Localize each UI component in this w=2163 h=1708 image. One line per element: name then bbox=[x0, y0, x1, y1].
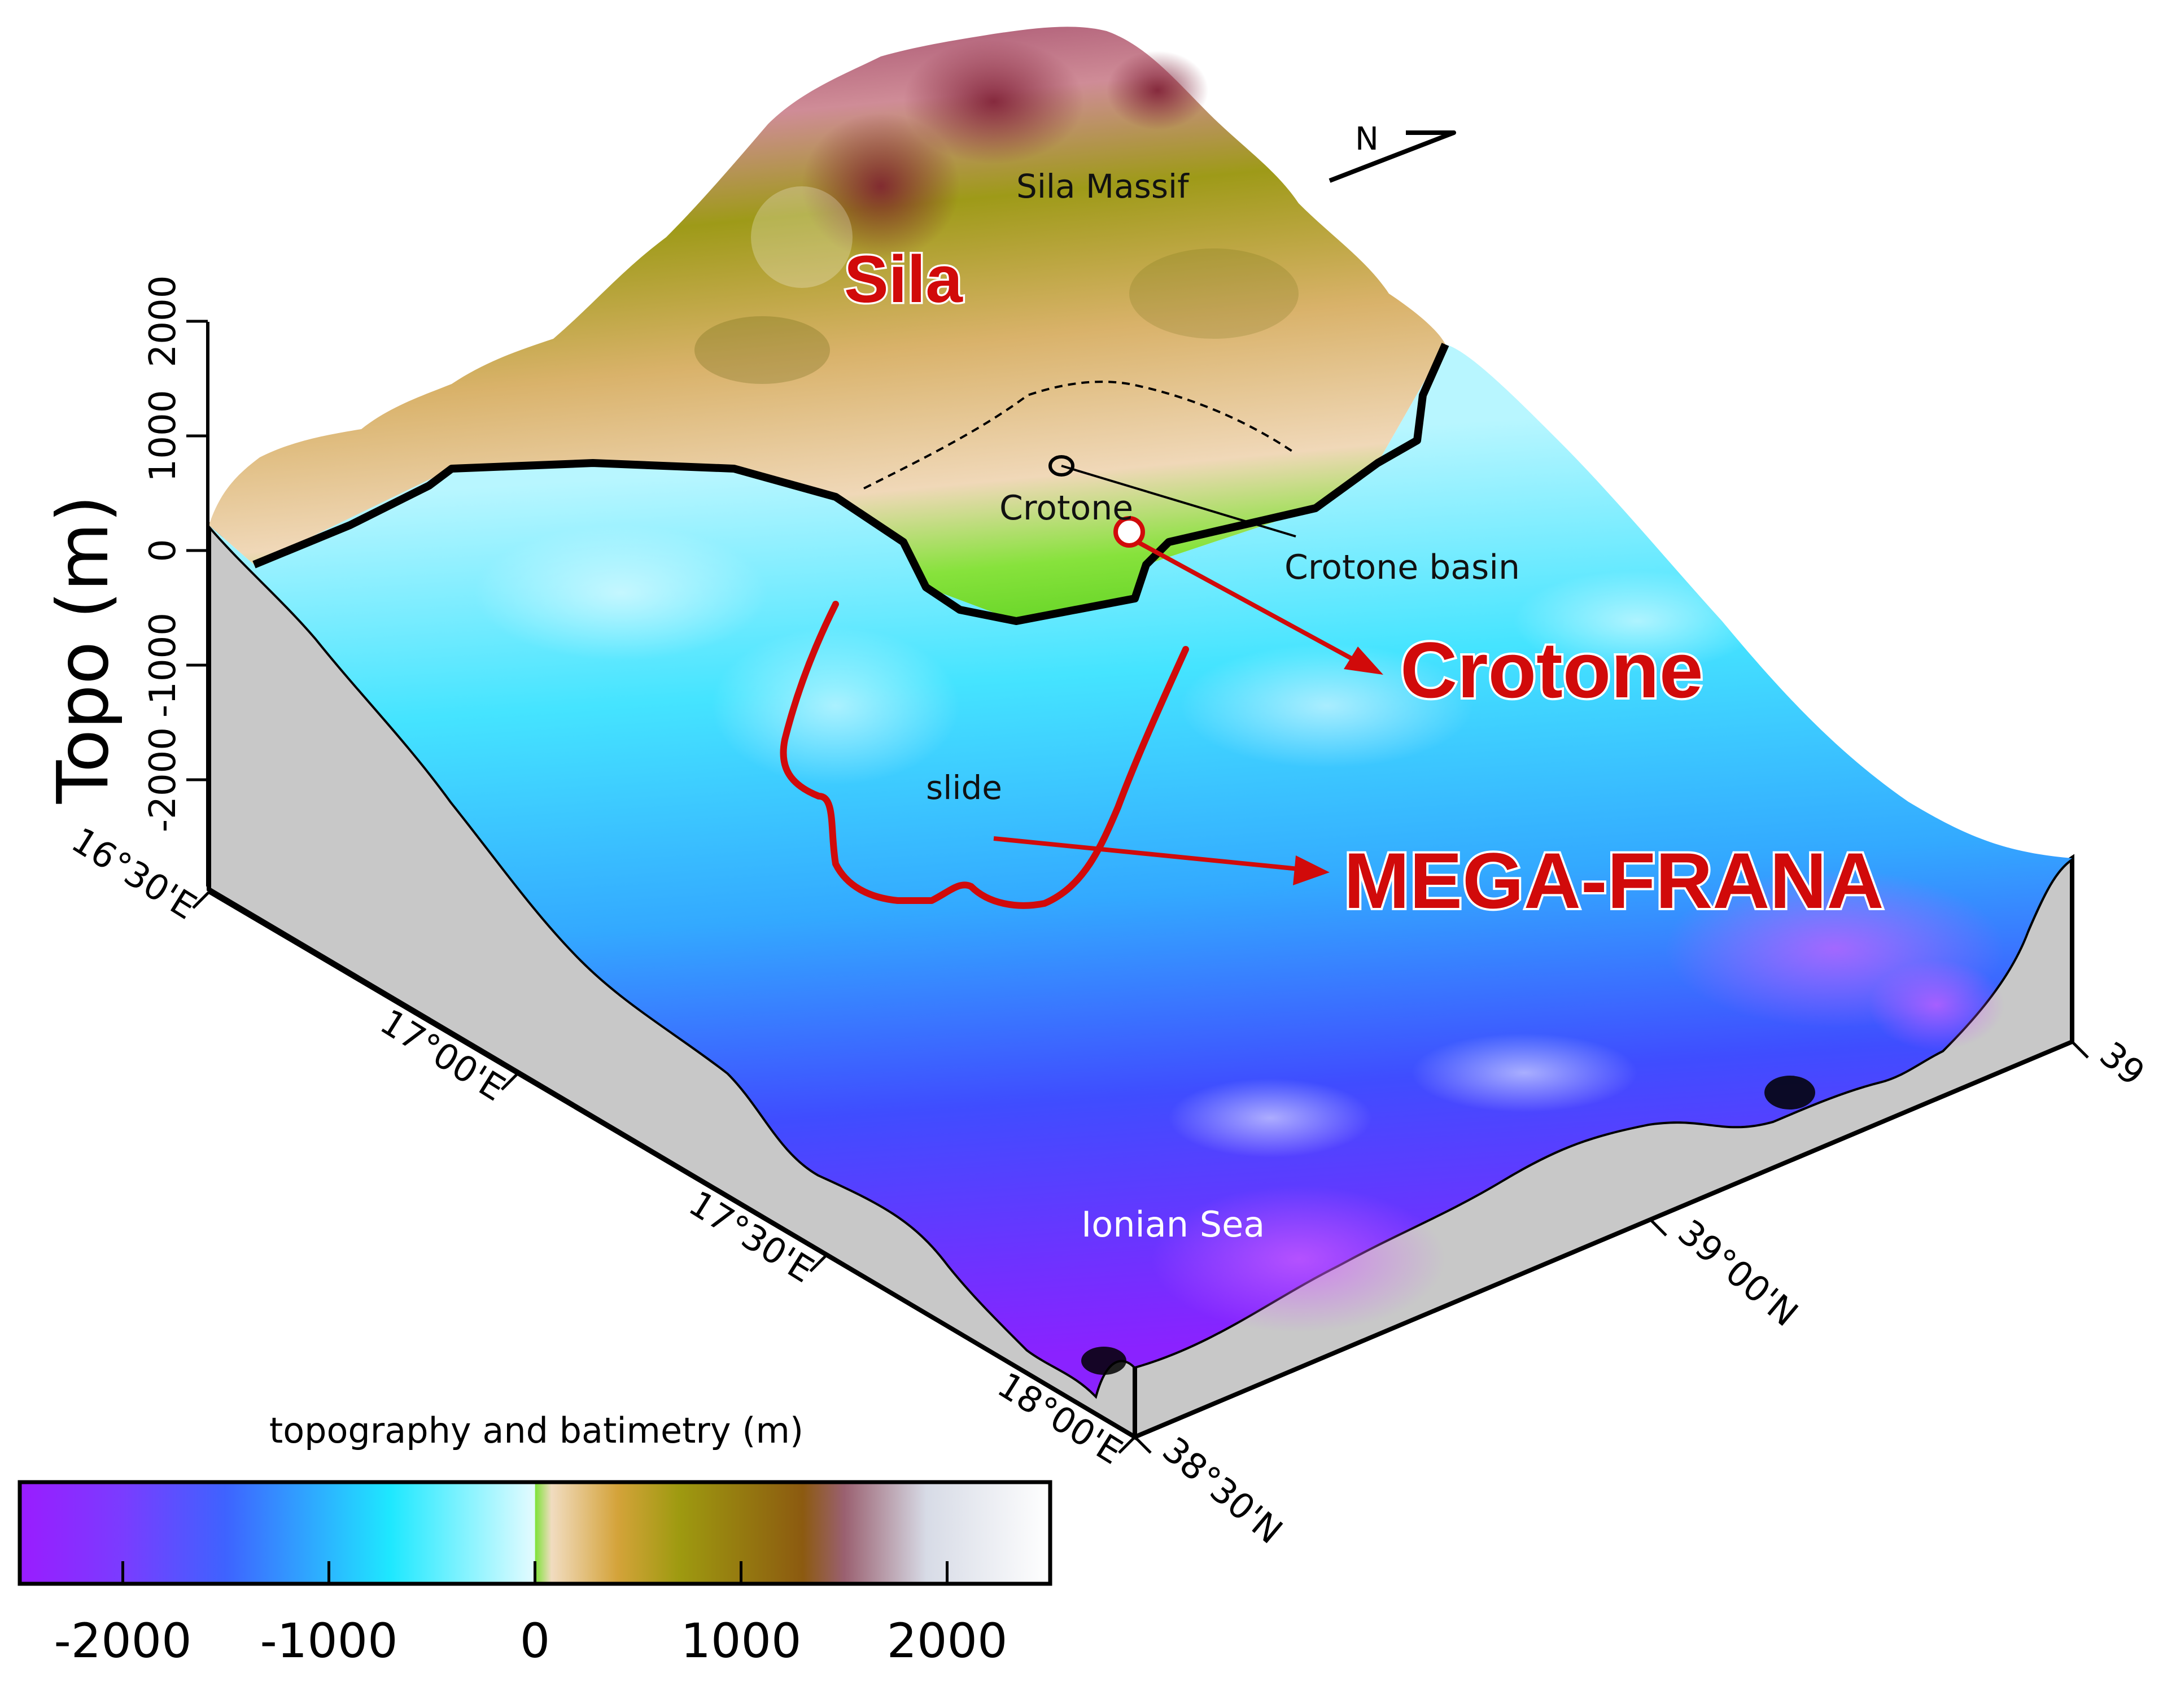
vertical-axis-tick-label: 0 bbox=[142, 539, 184, 562]
longitude-tick-mark bbox=[809, 1254, 828, 1273]
mega-frana-arrow bbox=[993, 836, 1330, 885]
label-slide: slide bbox=[926, 768, 1002, 807]
label-crotone-big: Crotone bbox=[1400, 626, 1703, 714]
vertical-axis-title: Topo (m) bbox=[42, 495, 124, 804]
label-mega-frana: MEGA-FRANA bbox=[1344, 836, 1884, 925]
label-sila: Sila bbox=[844, 242, 963, 317]
colorbar: topography and batimetry (m) -2000 -1000 0… bbox=[18, 1410, 1052, 1668]
vertical-axis-tick-label: -1000 bbox=[142, 613, 184, 718]
vertical-axis: -2000 -1000 0 1000 2000 Topo (m) bbox=[42, 276, 209, 886]
colorbar-tick-label: -2000 bbox=[54, 1613, 191, 1668]
vertical-axis-ticks: -2000 -1000 0 1000 2000 bbox=[142, 276, 208, 832]
colorbar-tick-label: 1000 bbox=[681, 1613, 802, 1668]
latitude-tick-mark bbox=[2071, 1041, 2089, 1059]
sea-shading bbox=[474, 525, 2004, 1375]
colorbar-title: topography and batimetry (m) bbox=[269, 1410, 803, 1451]
crotone-location-marker bbox=[1113, 516, 1145, 548]
colorbar-tick-label: -1000 bbox=[260, 1613, 397, 1668]
crotone-basin-marker bbox=[1048, 455, 1074, 477]
colorbar-tick-label: 0 bbox=[520, 1613, 550, 1668]
colorbar-tick-label: 2000 bbox=[887, 1613, 1008, 1668]
north-arrow: N bbox=[1329, 121, 1456, 183]
crotone-basin-leader bbox=[1061, 465, 1296, 538]
longitude-tick-mark bbox=[500, 1072, 519, 1091]
north-label: N bbox=[1355, 121, 1379, 158]
latitude-tick-label: 38°30'N bbox=[1155, 1429, 1290, 1552]
latitude-tick-label: 39 bbox=[2092, 1034, 2152, 1094]
slide-outline bbox=[780, 601, 1189, 909]
land-shading bbox=[694, 40, 1299, 384]
land-surface bbox=[209, 27, 1445, 622]
label-sila-massif: Sila Massif bbox=[1016, 167, 1190, 206]
crotone-arrow bbox=[1113, 516, 1383, 675]
vertical-axis-tick-label: -2000 bbox=[142, 727, 184, 832]
label-crotone-basin: Crotone basin bbox=[1284, 548, 1520, 587]
coastline bbox=[252, 343, 1449, 625]
label-crotone-small: Crotone bbox=[999, 488, 1133, 528]
vertical-axis-tick-label: 2000 bbox=[142, 276, 184, 368]
longitude-tick-mark bbox=[1118, 1436, 1136, 1454]
longitude-tick-mark bbox=[192, 891, 210, 909]
latitude-tick-mark bbox=[1649, 1218, 1667, 1237]
latitude-tick-label: 39°00'N bbox=[1670, 1212, 1806, 1335]
longitude-tick-label: 16°30'E bbox=[64, 819, 203, 928]
label-ionian-sea: Ionian Sea bbox=[1081, 1204, 1265, 1245]
colorbar-ticks: -2000 -1000 0 1000 2000 bbox=[54, 1561, 1007, 1668]
vertical-axis-tick-label: 1000 bbox=[142, 390, 184, 482]
latitude-tick-mark bbox=[1134, 1436, 1152, 1454]
crotone-basin-boundary bbox=[863, 381, 1294, 490]
